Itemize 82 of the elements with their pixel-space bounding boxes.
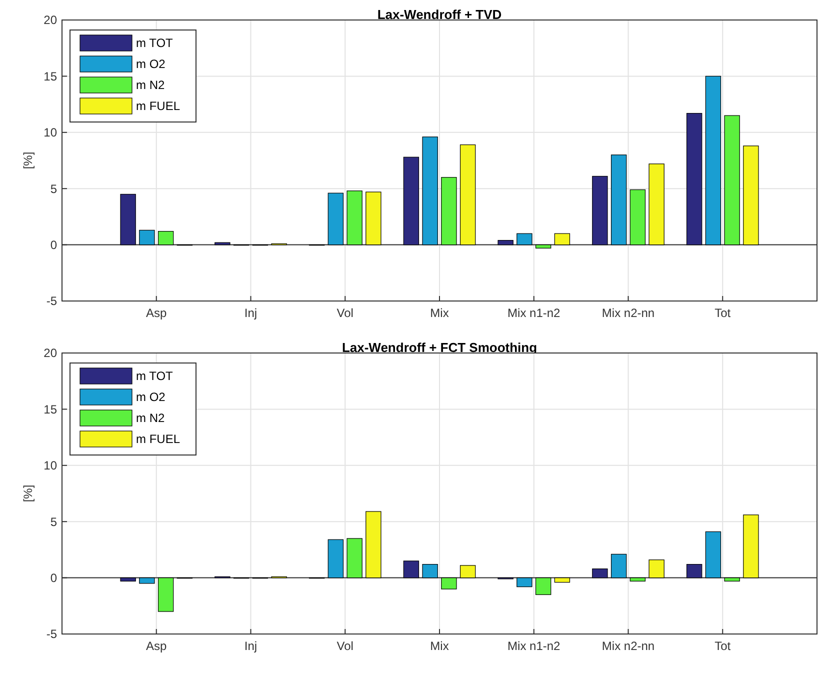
bar xyxy=(422,564,438,578)
chart-title: Lax-Wendroff + FCT Smoothing xyxy=(342,340,538,355)
bar xyxy=(743,146,759,246)
legend-label: m N2 xyxy=(136,411,165,426)
y-tick-label: -5 xyxy=(46,627,58,642)
y-tick-label: 20 xyxy=(44,13,58,28)
bar xyxy=(120,194,136,246)
x-tick-label: Tot xyxy=(714,639,732,653)
bar xyxy=(328,192,344,246)
y-axis-title: [%] xyxy=(21,484,35,502)
bar xyxy=(403,560,420,578)
bar xyxy=(630,189,646,246)
bar xyxy=(535,578,552,595)
x-tick-label: Inj xyxy=(244,639,258,653)
x-tick-label: Tot xyxy=(714,306,732,320)
bar xyxy=(648,164,664,246)
bar xyxy=(346,538,362,578)
bar xyxy=(441,177,457,246)
x-tick-label: Inj xyxy=(244,306,258,320)
bar xyxy=(686,564,702,578)
bar xyxy=(139,578,155,584)
y-tick-label: -5 xyxy=(46,294,58,308)
bar xyxy=(705,76,722,246)
legend-label: m TOT xyxy=(136,36,174,50)
bar xyxy=(554,233,570,246)
legend-label: m O2 xyxy=(136,390,166,404)
bar xyxy=(214,242,230,246)
x-tick-label: Mix n1-n2 xyxy=(508,639,561,653)
bar xyxy=(460,144,476,246)
legend-label: m O2 xyxy=(136,57,166,72)
bar xyxy=(403,156,420,246)
bar xyxy=(648,560,664,578)
bar xyxy=(158,578,174,612)
bar xyxy=(686,112,702,246)
x-tick-label: Vol xyxy=(336,306,354,320)
x-tick-label: Mix n2-nn xyxy=(602,639,655,653)
legend-label: m FUEL xyxy=(136,432,180,446)
legend-label: m TOT xyxy=(136,369,174,384)
bar xyxy=(460,565,476,578)
y-tick-label: 10 xyxy=(44,458,58,473)
x-tick-label: Mix xyxy=(430,306,449,320)
bar xyxy=(366,511,382,578)
bar xyxy=(346,190,362,246)
y-tick-label: 15 xyxy=(44,69,58,84)
legend-label: m FUEL xyxy=(136,99,180,114)
bar xyxy=(592,176,608,246)
bar xyxy=(422,136,438,246)
bar xyxy=(630,578,646,582)
bar xyxy=(441,578,457,590)
bar xyxy=(139,230,155,246)
y-tick-label: 20 xyxy=(44,346,58,360)
y-tick-label: 0 xyxy=(50,238,58,252)
legend-label: m N2 xyxy=(136,78,165,92)
bar xyxy=(592,568,608,578)
bar xyxy=(516,233,532,246)
x-tick-label: Vol xyxy=(336,639,354,653)
bar xyxy=(724,578,740,582)
bar xyxy=(158,231,174,246)
y-tick-label: 5 xyxy=(50,182,58,196)
bar xyxy=(120,578,136,582)
x-tick-label: Mix n1-n2 xyxy=(508,306,561,320)
bar xyxy=(724,115,740,246)
y-tick-label: 15 xyxy=(44,402,58,416)
bar xyxy=(328,539,344,578)
x-tick-label: Asp xyxy=(146,639,168,653)
x-tick-label: Asp xyxy=(146,306,168,320)
chart-title: Lax-Wendroff + TVD xyxy=(377,7,502,22)
x-tick-label: Mix xyxy=(430,639,449,653)
bar xyxy=(366,192,382,246)
x-tick-label: Mix n2-nn xyxy=(602,306,655,320)
bar xyxy=(535,244,552,248)
y-tick-label: 0 xyxy=(50,571,58,585)
y-tick-label: 5 xyxy=(50,514,58,529)
y-tick-label: 10 xyxy=(44,126,58,140)
bar xyxy=(516,578,532,588)
bar xyxy=(610,154,627,246)
bar xyxy=(554,578,570,583)
bar xyxy=(610,554,627,578)
bar xyxy=(743,514,759,578)
bar xyxy=(498,240,514,246)
bar xyxy=(705,531,722,578)
y-axis-title: [%] xyxy=(21,152,35,170)
